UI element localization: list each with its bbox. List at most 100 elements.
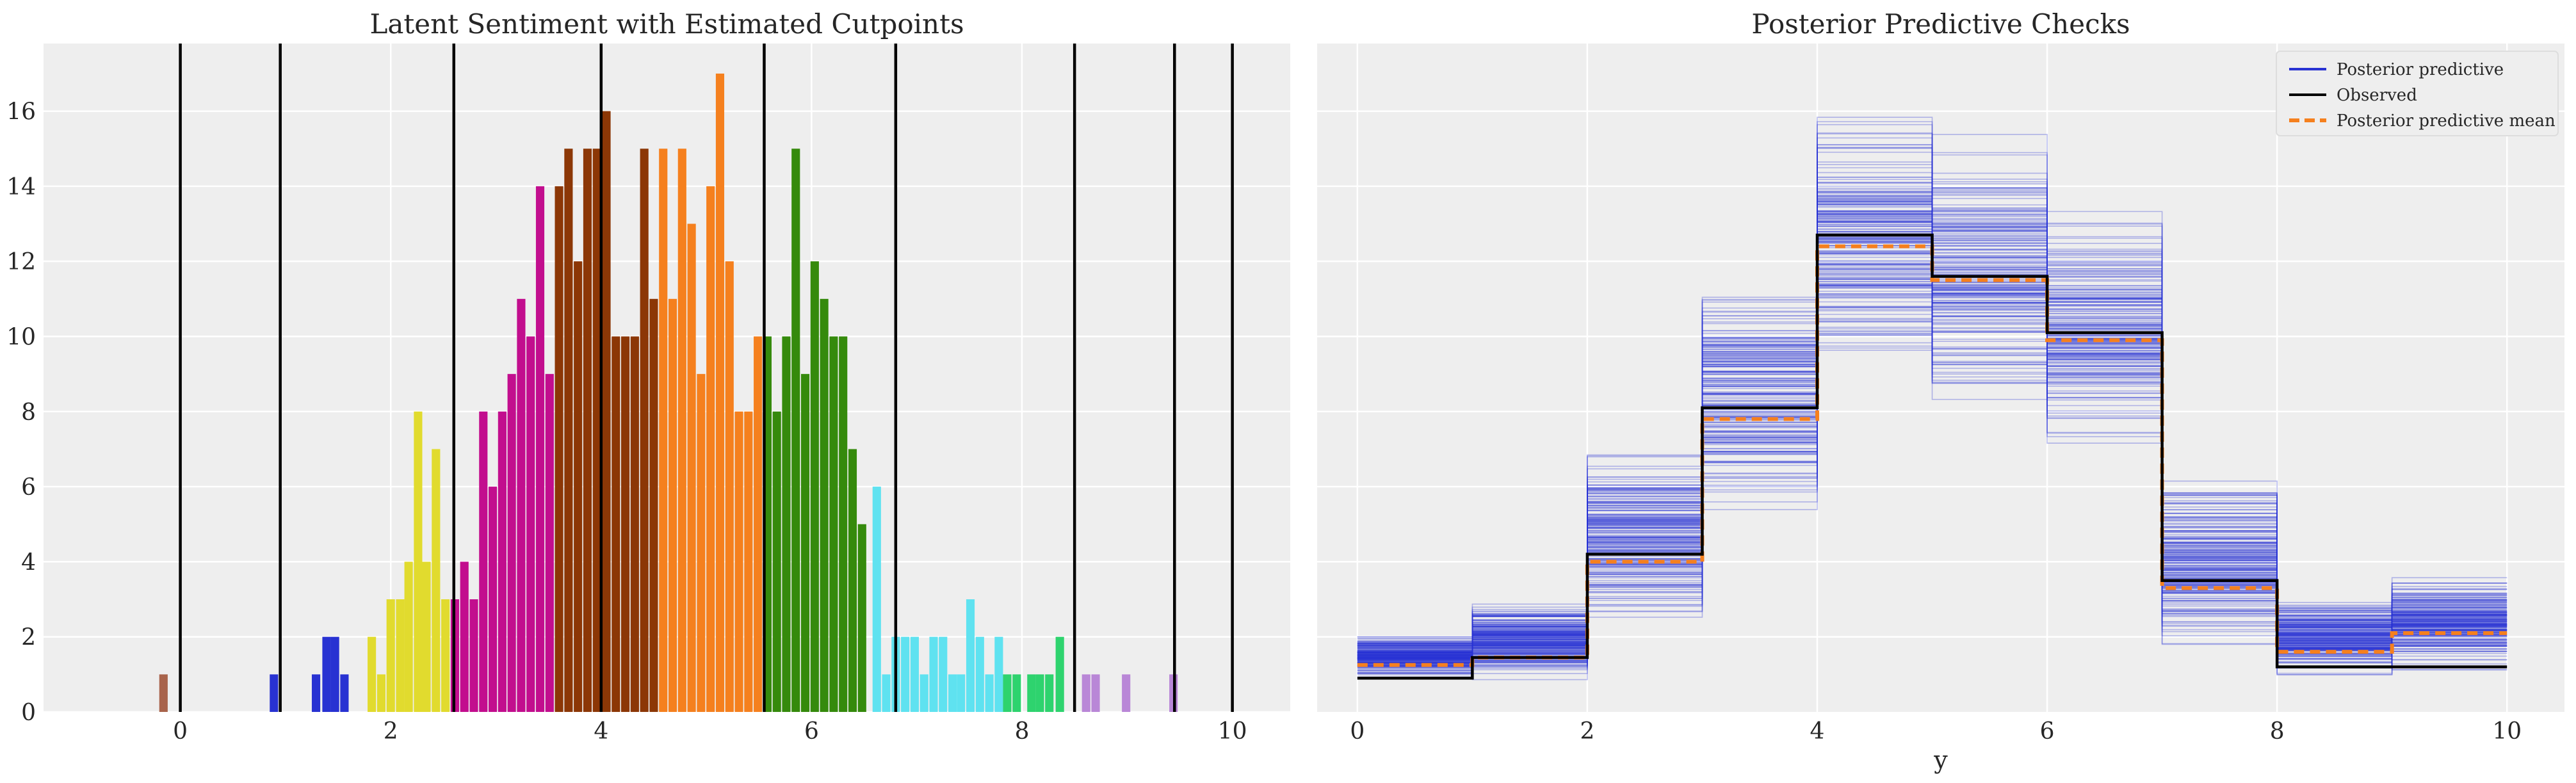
latent-bar [901,636,910,712]
right-x-tick-label: 0 [1350,718,1365,745]
latent-bar [839,336,848,712]
latent-bar [687,223,696,712]
right-x-tick-label: 6 [2040,718,2055,745]
latent-bar [697,374,706,712]
latent-bar [744,411,753,712]
right-x-axis-label: y [1933,746,1948,774]
latent-bar [340,674,349,712]
left-y-tick-label: 10 [6,324,36,350]
latent-bar [725,261,734,712]
latent-bar [386,599,395,712]
latent-bar [810,261,819,712]
latent-bar [479,411,488,712]
latent-bar [659,149,668,712]
latent-bar [469,599,478,712]
latent-bar [882,674,891,712]
latent-bar [910,636,919,712]
latent-bar [985,674,994,712]
legend-label-posterior-predictive: Posterior predictive [2337,60,2504,79]
latent-bar [1012,674,1021,712]
right-chart-title: Posterior Predictive Checks [1751,8,2130,40]
latent-bar [621,336,630,712]
latent-bar [772,411,781,712]
left-x-tick-labels: 0 2 4 6 8 10 [173,718,1247,745]
latent-bar [668,298,677,713]
latent-bar [1035,674,1044,712]
latent-bar [377,674,385,712]
latent-bar [820,298,829,713]
latent-bar [404,561,413,712]
latent-bar [526,336,535,712]
latent-bar [602,111,611,713]
latent-bar [368,636,377,712]
latent-bars [159,73,1178,713]
right-x-tick-label: 8 [2270,718,2285,745]
latent-bar [517,298,526,713]
latent-bar [1027,674,1036,712]
latent-bar [498,411,506,712]
latent-bar [919,674,928,712]
latent-bar [311,674,321,712]
latent-bar [574,261,583,712]
latent-bar [994,636,1003,712]
latent-bar [640,149,649,712]
latent-bar [535,186,545,712]
left-chart-title: Latent Sentiment with Estimated Cutpoint… [369,8,964,40]
right-plot-area [1317,44,2564,712]
latent-bar [270,674,279,712]
latent-bar [489,487,498,712]
left-y-tick-label: 16 [6,99,36,125]
right-x-tick-label: 2 [1580,718,1594,745]
latent-bar [975,636,984,712]
latent-bar [1122,674,1131,712]
left-y-tick-label: 14 [6,174,36,200]
left-y-tick-label: 12 [6,249,36,275]
latent-bar [872,487,881,712]
observed-path [1357,233,2507,680]
latent-bar [564,149,573,712]
latent-bar [1045,674,1054,712]
latent-bar [1091,674,1100,712]
latent-bar [330,636,339,712]
left-y-tick-label: 2 [21,625,36,651]
right-x-tick-labels: 0 2 4 6 8 10 [1350,718,2522,745]
latent-bar [754,336,763,712]
latent-bar [966,599,975,712]
latent-bar [1003,674,1012,712]
latent-sentiment-chart: 0 2 4 6 8 10 0 2 4 6 8 10 12 14 16 Latent Sentiment w… [6,8,1290,745]
latent-bar [507,374,516,712]
latent-bar [422,561,431,712]
left-x-tick-label: 2 [384,718,398,745]
latent-bar [1055,636,1064,712]
latent-bar [322,636,331,712]
latent-bar [957,674,966,712]
right-x-tick-label: 4 [1810,718,1825,745]
latent-bar [630,336,639,712]
observed-line [1357,233,2507,680]
latent-bar [583,149,592,712]
latent-bar [706,186,715,712]
right-x-tick-label: 10 [2492,718,2522,745]
latent-bar [555,186,563,712]
legend-box [2276,51,2559,136]
latent-bar [649,298,658,713]
latent-bar [460,561,469,712]
latent-bar [857,524,866,712]
latent-bar [592,149,601,712]
latent-bar [396,599,405,712]
latent-bar [414,411,423,712]
left-x-tick-label: 6 [804,718,819,745]
latent-bar [848,449,857,712]
left-y-tick-labels: 0 2 4 6 8 10 12 14 16 [6,99,36,726]
latent-bar [829,336,838,712]
latent-bar [441,599,450,712]
legend-label-posterior-predictive-mean: Posterior predictive mean [2337,111,2556,131]
latent-bar [782,336,791,712]
left-x-tick-label: 10 [1218,718,1247,745]
legend-label-observed: Observed [2337,86,2417,105]
latent-bar [545,374,554,712]
latent-bar [734,411,743,712]
latent-bar [612,336,620,712]
latent-bar [159,674,168,712]
